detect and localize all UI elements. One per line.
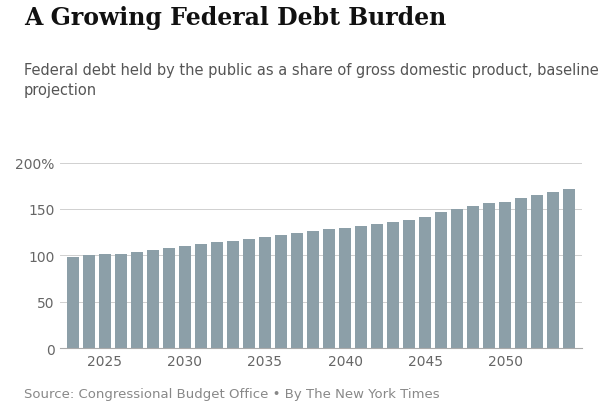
Bar <box>115 254 127 348</box>
Bar <box>307 232 319 348</box>
Bar <box>563 189 575 348</box>
Bar <box>163 248 175 348</box>
Bar <box>547 193 559 348</box>
Bar <box>436 212 447 348</box>
Bar <box>99 255 110 348</box>
Bar <box>499 202 511 348</box>
Bar <box>259 237 271 348</box>
Bar <box>227 241 239 348</box>
Bar <box>451 209 463 348</box>
Bar <box>67 258 79 348</box>
Bar <box>484 204 495 348</box>
Bar <box>131 252 143 348</box>
Bar <box>515 198 527 348</box>
Bar <box>371 224 383 348</box>
Bar <box>275 235 287 348</box>
Bar <box>83 256 95 348</box>
Text: A Growing Federal Debt Burden: A Growing Federal Debt Burden <box>24 6 446 30</box>
Bar <box>211 243 223 348</box>
Text: Federal debt held by the public as a share of gross domestic product, baseline
p: Federal debt held by the public as a sha… <box>24 63 599 98</box>
Text: Source: Congressional Budget Office • By The New York Times: Source: Congressional Budget Office • By… <box>24 387 440 400</box>
Bar <box>195 245 206 348</box>
Bar <box>419 218 431 348</box>
Bar <box>291 234 303 348</box>
Bar <box>339 228 351 348</box>
Bar <box>323 230 335 348</box>
Bar <box>179 247 191 348</box>
Bar <box>403 221 415 348</box>
Bar <box>467 207 479 348</box>
Bar <box>387 222 399 348</box>
Bar <box>532 196 543 348</box>
Bar <box>147 250 158 348</box>
Bar <box>355 226 367 348</box>
Bar <box>243 239 255 348</box>
